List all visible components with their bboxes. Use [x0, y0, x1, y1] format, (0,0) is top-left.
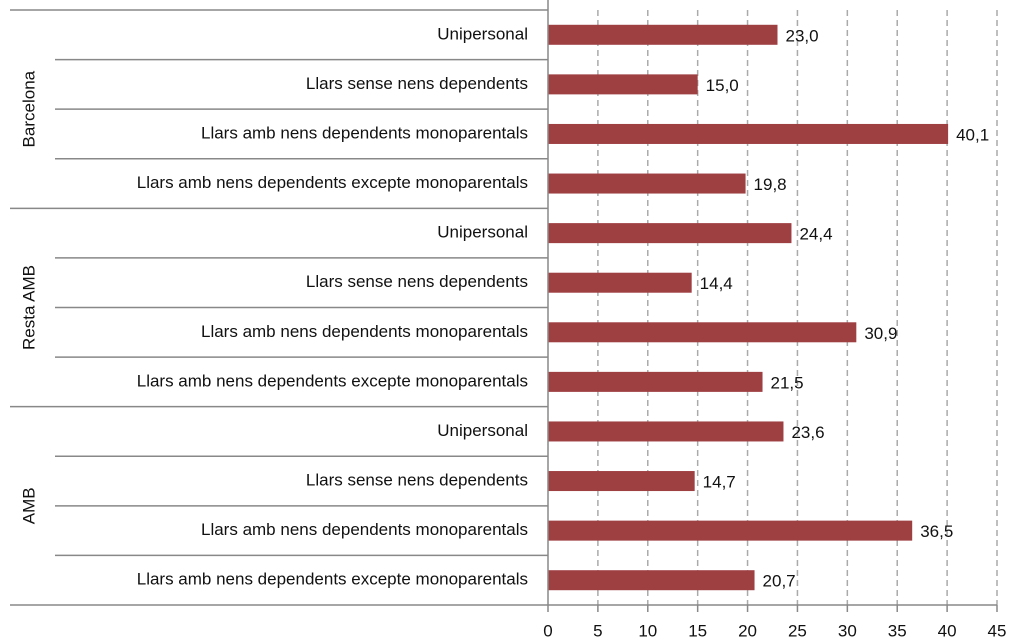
x-tick-label: 35 [888, 621, 907, 640]
y-tick-label: Llars amb nens dependents monoparentals [201, 322, 528, 341]
bar [548, 520, 913, 541]
value-label: 24,4 [799, 225, 832, 244]
y-tick-label: Llars amb nens dependents excepte monopa… [137, 371, 528, 390]
x-tick-label: 0 [543, 621, 552, 640]
value-label: 23,6 [791, 423, 824, 442]
y-tick-label: Unipersonal [437, 223, 528, 242]
x-tick-label: 45 [988, 621, 1007, 640]
bar [548, 322, 857, 343]
bar [548, 74, 698, 95]
x-tick-label: 10 [638, 621, 657, 640]
group-label: Barcelona [19, 70, 38, 147]
group-label: Resta AMB [19, 265, 38, 350]
bar [548, 371, 763, 392]
value-label: 36,5 [920, 522, 953, 541]
bar [548, 272, 692, 293]
y-tick-label: Llars amb nens dependents excepte monopa… [137, 570, 528, 589]
value-label: 40,1 [956, 125, 989, 144]
y-tick-label: Llars amb nens dependents monoparentals [201, 123, 528, 142]
x-tick-label: 5 [593, 621, 602, 640]
y-tick-label: Llars sense nens dependents [306, 74, 528, 93]
value-label: 15,0 [706, 76, 739, 95]
bar [548, 173, 746, 194]
bar [548, 223, 792, 244]
bar [548, 24, 778, 45]
x-tick-label: 15 [688, 621, 707, 640]
value-label: 14,7 [703, 473, 736, 492]
value-label: 19,8 [754, 175, 787, 194]
bar [548, 471, 695, 492]
value-label: 21,5 [771, 373, 804, 392]
x-tick-label: 25 [788, 621, 807, 640]
y-tick-label: Llars sense nens dependents [306, 272, 528, 291]
y-tick-label: Unipersonal [437, 421, 528, 440]
x-tick-label: 40 [938, 621, 957, 640]
x-tick-label: 20 [738, 621, 757, 640]
bar [548, 421, 784, 442]
x-tick-label: 30 [838, 621, 857, 640]
value-label: 30,9 [864, 324, 897, 343]
value-label: 23,0 [785, 26, 818, 45]
bar [548, 123, 949, 144]
y-tick-label: Llars sense nens dependents [306, 471, 528, 490]
y-tick-label: Llars amb nens dependents monoparentals [201, 520, 528, 539]
y-tick-label: Unipersonal [437, 24, 528, 43]
bar [548, 570, 755, 591]
value-label: 14,4 [700, 274, 733, 293]
value-label: 20,7 [763, 572, 796, 591]
y-tick-label: Llars amb nens dependents excepte monopa… [137, 173, 528, 192]
group-label: AMB [19, 487, 38, 524]
